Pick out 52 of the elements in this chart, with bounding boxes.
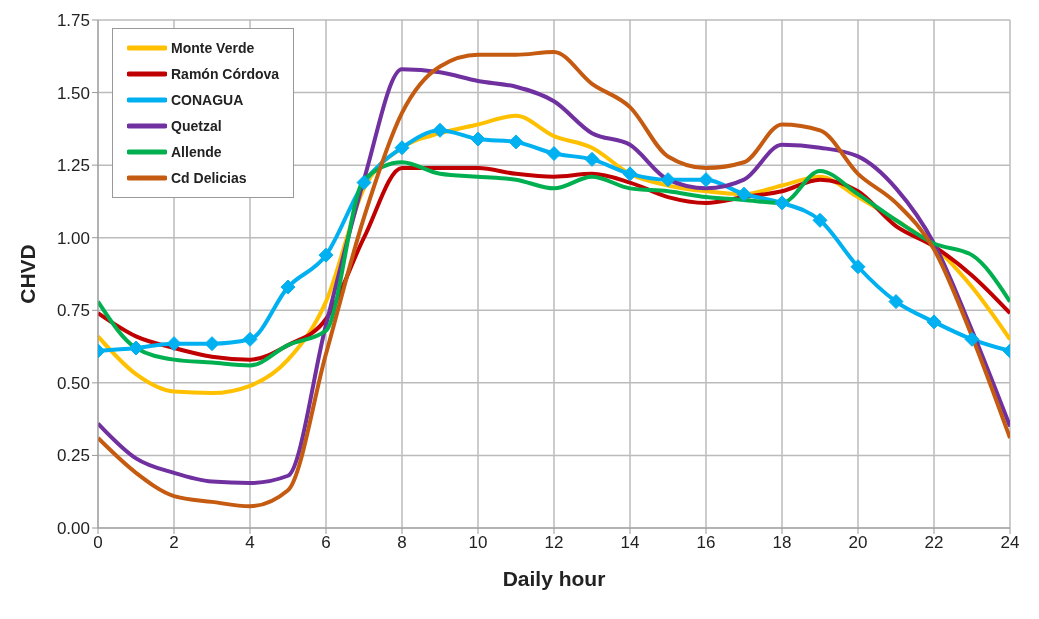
legend-label: CONAGUA [171, 91, 244, 110]
point [698, 172, 714, 188]
point [356, 175, 372, 191]
legend-label: Ramón Córdova [171, 65, 280, 84]
point [888, 294, 904, 310]
point [926, 314, 942, 330]
y-tick-label: 1.50 [56, 83, 90, 103]
y-tick-label: 1.75 [56, 11, 90, 31]
y-tick-label: 0.00 [56, 519, 90, 539]
legend-label: Allende [171, 143, 222, 162]
y-tick-label: 0.50 [56, 373, 90, 393]
legend-label: Quetzal [171, 117, 222, 136]
point [394, 140, 410, 156]
point [584, 151, 600, 167]
point [128, 340, 144, 356]
legend-label: Monte Verde [171, 39, 255, 58]
point [546, 146, 562, 162]
point [736, 186, 752, 202]
x-tick-label: 18 [772, 533, 792, 553]
y-tick-label: 0.75 [56, 301, 90, 321]
point [242, 331, 258, 347]
point [660, 172, 676, 188]
point [850, 259, 866, 275]
x-tick-label: 14 [620, 533, 640, 553]
y-tick-label: 1.00 [56, 228, 90, 248]
x-tick-label: 20 [848, 533, 868, 553]
y-tick-label: 1.25 [56, 156, 90, 176]
x-tick-label: 2 [169, 533, 179, 553]
point [812, 212, 828, 228]
x-tick-label: 22 [924, 533, 944, 553]
point [280, 279, 296, 295]
x-tick-label: 24 [1000, 533, 1020, 553]
point [166, 336, 182, 352]
point [318, 247, 334, 263]
point [508, 134, 524, 150]
x-tick-label: 6 [321, 533, 331, 553]
point [432, 122, 448, 138]
point [774, 195, 790, 211]
x-tick-label: 12 [544, 533, 564, 553]
point [622, 166, 638, 182]
x-tick-label: 10 [468, 533, 488, 553]
point [470, 131, 486, 147]
legend-label: Cd Delicias [171, 169, 247, 188]
y-axis-title: CHVD [16, 244, 40, 304]
x-tick-label: 4 [245, 533, 255, 553]
point [204, 336, 220, 352]
x-axis-title: Daily hour [502, 567, 606, 590]
x-tick-label: 8 [397, 533, 407, 553]
point [964, 331, 980, 347]
x-tick-label: 0 [93, 533, 103, 553]
x-tick-label: 16 [696, 533, 716, 553]
y-tick-label: 0.25 [56, 446, 90, 466]
